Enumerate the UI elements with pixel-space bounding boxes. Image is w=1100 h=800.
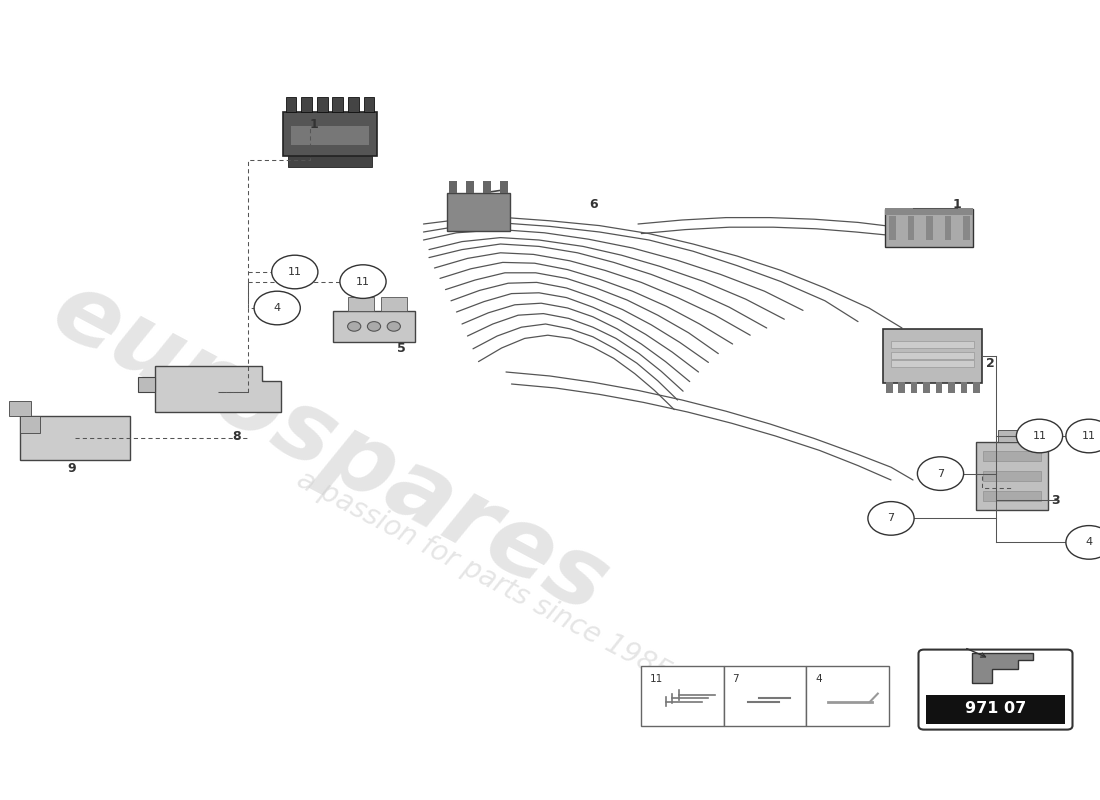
Bar [333,311,416,342]
Bar [288,157,372,167]
Bar [891,360,975,367]
Bar [926,217,933,239]
Circle shape [340,265,386,298]
Polygon shape [9,401,31,416]
Bar [290,126,370,146]
Bar [960,382,967,393]
Text: 4: 4 [1086,538,1092,547]
Text: 4: 4 [274,303,280,313]
Text: 9: 9 [67,462,76,474]
Bar [883,329,982,383]
Bar [899,382,905,393]
Text: 6: 6 [590,198,598,210]
Circle shape [272,255,318,289]
Bar [806,666,889,726]
Bar [724,666,806,726]
Bar [381,297,407,311]
Text: 7: 7 [937,469,944,478]
Circle shape [1016,419,1063,453]
Bar [923,382,930,393]
Bar [499,182,508,193]
Bar [886,208,974,214]
Text: 11: 11 [650,674,663,683]
Text: 2: 2 [986,358,994,370]
Circle shape [868,502,914,535]
Polygon shape [154,366,282,412]
FancyBboxPatch shape [918,650,1072,730]
Bar [974,382,980,393]
Text: 5: 5 [397,342,406,354]
Text: 7: 7 [733,674,739,683]
Text: eurospares: eurospares [36,262,624,634]
Bar [911,382,917,393]
Bar [891,342,975,348]
Bar [964,217,970,239]
Bar [983,451,1041,461]
Text: 4: 4 [815,674,822,683]
Bar [301,97,312,113]
Polygon shape [139,377,154,393]
Circle shape [387,322,400,331]
Text: 3: 3 [1052,494,1060,506]
Text: 11: 11 [356,277,370,286]
Bar [332,97,343,113]
Bar [908,217,914,239]
Bar [886,209,974,247]
Bar [977,442,1048,510]
Circle shape [367,322,381,331]
Bar [286,97,297,113]
Text: 11: 11 [1033,431,1046,441]
Bar [641,666,724,726]
Bar [363,97,374,113]
Bar [348,297,374,311]
Bar [983,471,1041,481]
Bar [945,217,952,239]
Text: 11: 11 [1082,431,1096,441]
Circle shape [1066,419,1100,453]
Bar [447,193,510,231]
Text: 7: 7 [888,514,894,523]
Text: a passion for parts since 1985: a passion for parts since 1985 [293,465,675,687]
Bar [998,430,1026,442]
Bar [936,382,943,393]
Circle shape [1066,526,1100,559]
Bar [886,382,892,393]
Bar [348,97,359,113]
Text: 11: 11 [288,267,301,277]
Text: 1: 1 [953,198,961,210]
Bar [889,217,895,239]
Bar [483,182,492,193]
Bar [317,97,328,113]
Text: 8: 8 [232,430,241,442]
Polygon shape [972,653,1034,682]
Polygon shape [20,416,130,459]
Polygon shape [20,416,40,434]
Bar [465,182,474,193]
Circle shape [917,457,964,490]
Text: 1: 1 [309,118,318,130]
Bar [948,382,955,393]
Bar [284,112,376,157]
Bar [926,695,1065,724]
Bar [891,352,975,358]
Bar [983,491,1041,501]
Circle shape [254,291,300,325]
Bar [449,182,458,193]
Circle shape [348,322,361,331]
Text: 971 07: 971 07 [965,702,1026,716]
